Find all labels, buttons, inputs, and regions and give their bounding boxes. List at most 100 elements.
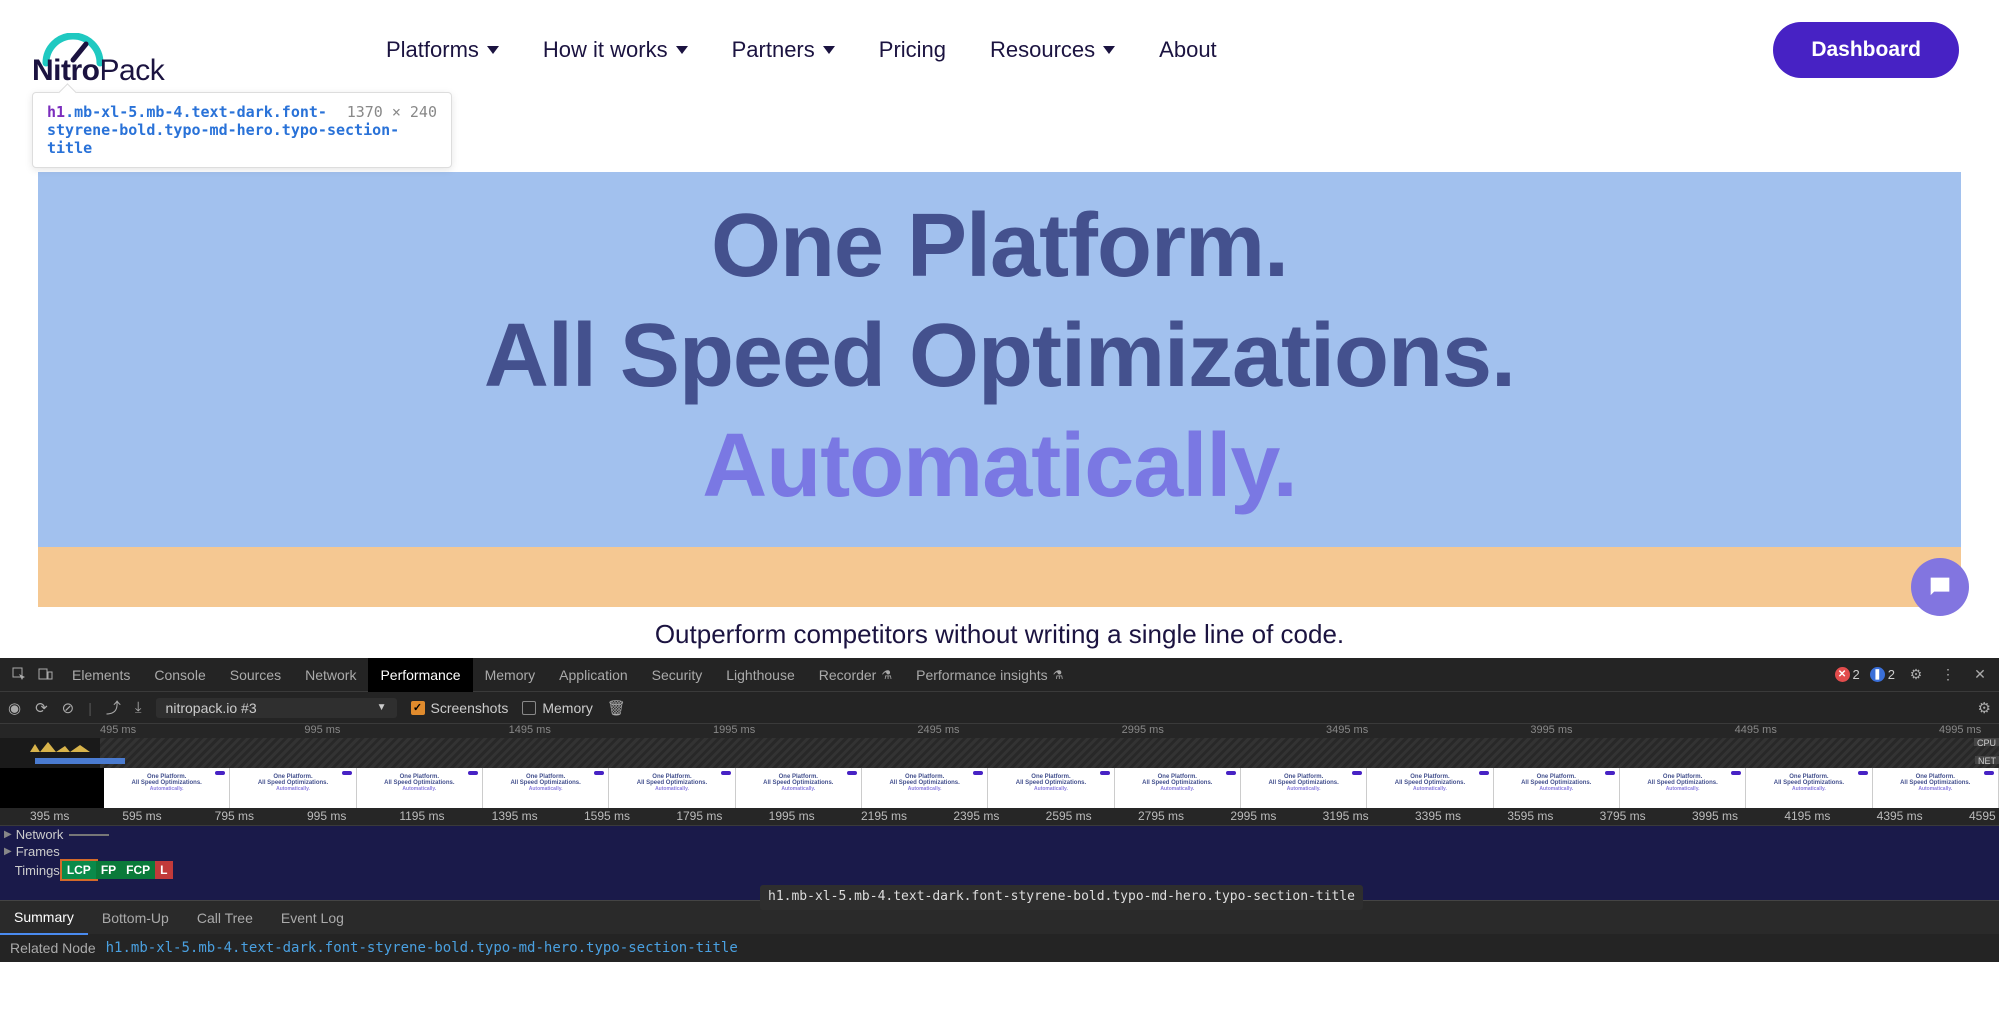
filmstrip-frame[interactable]: One Platform.All Speed Optimizations.Aut… — [104, 768, 230, 808]
flame-tick: 1995 ms — [769, 809, 815, 823]
cpu-badge: CPU — [1974, 738, 1999, 746]
overview-tick: 995 ms — [304, 724, 340, 736]
reload-record-icon[interactable]: ⟳ — [35, 699, 48, 717]
chevron-down-icon — [1103, 46, 1115, 54]
dashboard-button[interactable]: Dashboard — [1773, 22, 1959, 78]
summary-related-node: Related Node h1.mb-xl-5.mb-4.text-dark.f… — [0, 934, 1999, 962]
filmstrip-frame[interactable]: One Platform.All Speed Optimizations.Aut… — [1873, 768, 1999, 808]
main-nav: Platforms How it works Partners Pricing Reso… — [386, 37, 1217, 63]
nav-item-platforms[interactable]: Platforms — [386, 37, 499, 63]
close-devtools-icon[interactable]: ✕ — [1969, 666, 1991, 683]
filmstrip-frame[interactable]: One Platform.All Speed Optimizations.Aut… — [862, 768, 988, 808]
flame-tick: 1195 ms — [399, 809, 444, 823]
filmstrip-frame[interactable]: One Platform.All Speed Optimizations.Aut… — [483, 768, 609, 808]
more-icon[interactable]: ⋮ — [1937, 666, 1959, 683]
flame-tick: 2395 ms — [953, 809, 999, 823]
filmstrip-frame[interactable]: One Platform.All Speed Optimizations.Aut… — [988, 768, 1114, 808]
screenshot-filmstrip[interactable]: One Platform.All Speed Optimizations.Aut… — [0, 768, 1999, 808]
hero-subtitle: Outperform competitors without writing a… — [0, 619, 1999, 650]
related-node-link[interactable]: h1.mb-xl-5.mb-4.text-dark.font-styrene-b… — [106, 940, 738, 956]
nav-item-partners[interactable]: Partners — [732, 37, 835, 63]
devtools-tab-lighthouse[interactable]: Lighthouse — [714, 658, 807, 692]
flame-tick: 1795 ms — [676, 809, 722, 823]
devtools-tab-recorder[interactable]: Recorder ⚗ — [807, 658, 904, 692]
devtools-tab-performance-insights[interactable]: Performance insights ⚗ — [904, 658, 1075, 692]
error-count-badge[interactable]: ✕2 — [1835, 667, 1860, 682]
devtools-panel: ElementsConsoleSourcesNetworkPerformance… — [0, 658, 1999, 962]
flame-tick: 3995 ms — [1692, 809, 1738, 823]
filmstrip-frame[interactable]: One Platform.All Speed Optimizations.Aut… — [357, 768, 483, 808]
frames-track[interactable]: ▶Frames — [0, 843, 1999, 860]
clear-icon[interactable]: ⊘ — [62, 699, 75, 717]
overview-tick: 495 ms — [100, 724, 136, 736]
devtools-tab-memory[interactable]: Memory — [473, 658, 548, 692]
devtools-tab-network[interactable]: Network — [293, 658, 368, 692]
device-toolbar-icon[interactable] — [34, 667, 56, 682]
filmstrip-frame[interactable]: One Platform.All Speed Optimizations.Aut… — [1746, 768, 1872, 808]
site-header: NitroPack PlatformsHow it worksPartnersP… — [0, 0, 1999, 90]
devtools-tab-sources[interactable]: Sources — [218, 658, 293, 692]
flame-chart-ruler[interactable]: 395 ms595 ms795 ms995 ms1195 ms1395 ms15… — [0, 808, 1999, 826]
hero-line-3: Automatically. — [702, 412, 1296, 522]
filmstrip-frame[interactable]: One Platform.All Speed Optimizations.Aut… — [1367, 768, 1493, 808]
net-badge: NET — [1975, 756, 1999, 764]
flame-tick: 4195 ms — [1784, 809, 1830, 823]
upload-icon[interactable]: ⤴ — [106, 697, 121, 718]
devtools-tab-console[interactable]: Console — [142, 658, 217, 692]
overview-tick: 1995 ms — [713, 724, 755, 736]
hero-line-1: One Platform. — [38, 192, 1961, 302]
nav-item-about[interactable]: About — [1159, 37, 1217, 63]
details-tab-event-log[interactable]: Event Log — [267, 901, 358, 935]
element-inspect-tooltip: 1370 × 240 h1.mb-xl-5.mb-4.text-dark.fon… — [32, 92, 452, 168]
inspect-element-icon[interactable] — [8, 667, 30, 682]
flask-icon: ⚗ — [881, 668, 892, 682]
details-tab-call-tree[interactable]: Call Tree — [183, 901, 267, 935]
timing-badge-fcp[interactable]: FCP — [121, 861, 155, 879]
devtools-tab-application[interactable]: Application — [547, 658, 640, 692]
overview-timeline[interactable]: 495 ms995 ms1495 ms1995 ms2495 ms2995 ms… — [0, 724, 1999, 768]
flame-tick: 3195 ms — [1323, 809, 1369, 823]
filmstrip-frame[interactable]: One Platform.All Speed Optimizations.Aut… — [1115, 768, 1241, 808]
flame-tick: 2795 ms — [1138, 809, 1184, 823]
details-tab-bottom-up[interactable]: Bottom-Up — [88, 901, 183, 935]
devtools-tab-bar: ElementsConsoleSourcesNetworkPerformance… — [0, 658, 1999, 692]
details-tab-summary[interactable]: Summary — [0, 901, 88, 935]
timings-track[interactable]: ▶Timings LCPFPFCPL — [0, 860, 1999, 880]
network-track[interactable]: ▶Network — [0, 826, 1999, 843]
devtools-tab-performance[interactable]: Performance — [368, 658, 472, 692]
devtools-tab-elements[interactable]: Elements — [60, 658, 142, 692]
timing-badge-lcp[interactable]: LCP — [62, 861, 96, 879]
chevron-down-icon — [823, 46, 835, 54]
hover-selector-tooltip: h1.mb-xl-5.mb-4.text-dark.font-styrene-b… — [760, 885, 1363, 910]
overview-tick: 2995 ms — [1122, 724, 1164, 736]
flame-tick: 2195 ms — [861, 809, 907, 823]
recording-select[interactable]: nitropack.io #3▼ — [156, 698, 397, 718]
filmstrip-frame[interactable]: One Platform.All Speed Optimizations.Aut… — [736, 768, 862, 808]
filmstrip-frame[interactable]: One Platform.All Speed Optimizations.Aut… — [609, 768, 735, 808]
devtools-tab-security[interactable]: Security — [640, 658, 715, 692]
record-icon[interactable]: ◉ — [8, 699, 21, 717]
nav-item-pricing[interactable]: Pricing — [879, 37, 946, 63]
memory-checkbox[interactable]: Memory — [522, 700, 593, 716]
filmstrip-frame[interactable]: One Platform.All Speed Optimizations.Aut… — [1620, 768, 1746, 808]
chat-icon — [1926, 573, 1954, 601]
chat-widget-button[interactable] — [1911, 558, 1969, 616]
filmstrip-frame[interactable]: One Platform.All Speed Optimizations.Aut… — [1494, 768, 1620, 808]
filmstrip-frame[interactable]: One Platform.All Speed Optimizations.Aut… — [1241, 768, 1367, 808]
flame-tick: 1395 ms — [492, 809, 538, 823]
message-count-badge[interactable]: ❚2 — [1870, 667, 1895, 682]
capture-settings-gear-icon[interactable]: ⚙ — [1978, 699, 1991, 717]
flame-tick: 3395 ms — [1415, 809, 1461, 823]
timing-badge-fp[interactable]: FP — [96, 861, 121, 879]
screenshots-checkbox[interactable]: Screenshots — [411, 700, 509, 716]
hero-section: One Platform. All Speed Optimizations. A… — [38, 172, 1961, 607]
trash-icon[interactable]: 🗑 — [607, 699, 626, 717]
flame-tick: 3595 ms — [1507, 809, 1553, 823]
timing-badge-l[interactable]: L — [155, 861, 172, 879]
settings-gear-icon[interactable]: ⚙ — [1905, 666, 1927, 683]
overview-tick: 4995 ms — [1939, 724, 1981, 736]
filmstrip-frame[interactable]: One Platform.All Speed Optimizations.Aut… — [230, 768, 356, 808]
nav-item-how-it-works[interactable]: How it works — [543, 37, 688, 63]
nav-item-resources[interactable]: Resources — [990, 37, 1115, 63]
download-icon[interactable]: ⤓ — [135, 699, 142, 716]
